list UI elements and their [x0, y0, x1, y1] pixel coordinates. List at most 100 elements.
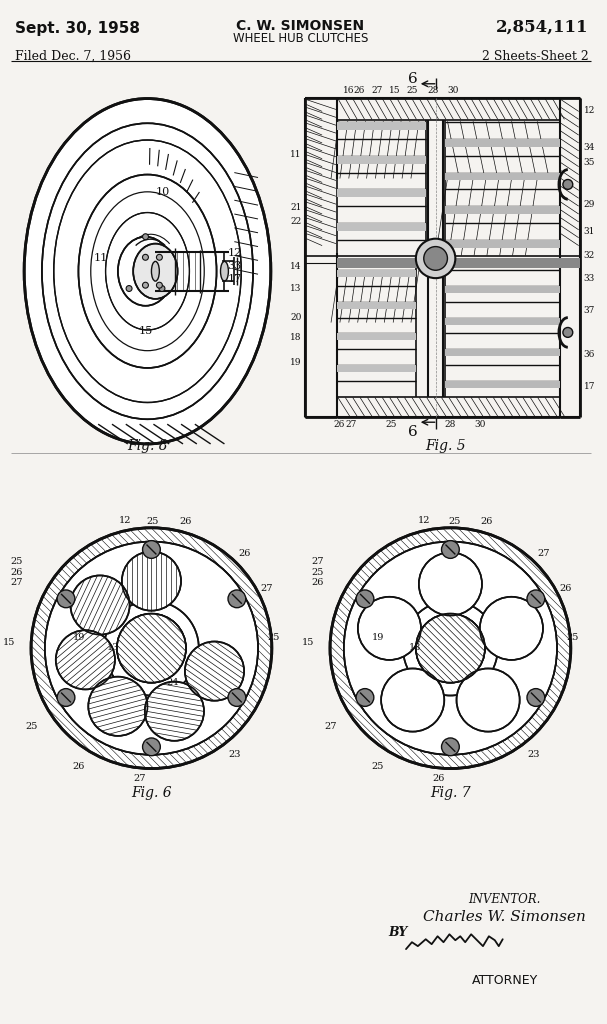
Circle shape — [381, 669, 444, 731]
Circle shape — [126, 286, 132, 292]
Circle shape — [563, 179, 573, 189]
Text: 10: 10 — [155, 187, 169, 198]
Text: 11: 11 — [290, 151, 302, 160]
Text: 2 Sheets-Sheet 2: 2 Sheets-Sheet 2 — [482, 50, 589, 63]
Text: 27: 27 — [371, 86, 383, 94]
Text: 13: 13 — [107, 643, 120, 652]
Text: C. W. SIMONSEN: C. W. SIMONSEN — [236, 18, 364, 33]
Circle shape — [45, 542, 258, 755]
Circle shape — [356, 590, 374, 607]
Circle shape — [122, 552, 181, 610]
Ellipse shape — [118, 237, 173, 306]
Text: 25: 25 — [449, 517, 461, 526]
Circle shape — [419, 553, 482, 615]
Text: 26: 26 — [179, 517, 191, 526]
Circle shape — [185, 641, 244, 700]
Circle shape — [416, 613, 485, 683]
Text: 26: 26 — [333, 420, 345, 429]
Text: 27: 27 — [134, 774, 146, 783]
Bar — [337, 270, 416, 278]
Circle shape — [88, 677, 148, 736]
Text: 19: 19 — [290, 357, 302, 367]
Bar — [446, 206, 560, 214]
Text: 11: 11 — [93, 254, 108, 263]
Text: 28: 28 — [445, 420, 456, 429]
Text: 22: 22 — [290, 217, 302, 226]
Ellipse shape — [151, 261, 159, 282]
Text: 17: 17 — [583, 382, 595, 391]
Text: 12: 12 — [418, 516, 431, 525]
Text: 12: 12 — [119, 516, 132, 525]
Text: 25: 25 — [567, 634, 579, 642]
Circle shape — [456, 669, 520, 731]
Text: 26: 26 — [353, 86, 364, 94]
Circle shape — [57, 590, 75, 607]
Circle shape — [403, 601, 498, 695]
Text: 27: 27 — [345, 420, 356, 429]
Text: 17: 17 — [228, 274, 242, 285]
Text: 18: 18 — [290, 333, 302, 342]
Circle shape — [143, 283, 149, 288]
Ellipse shape — [24, 98, 271, 444]
Circle shape — [143, 541, 160, 558]
Text: Fig. 5: Fig. 5 — [425, 439, 466, 453]
Text: 25: 25 — [25, 722, 38, 731]
Circle shape — [145, 682, 204, 740]
Text: 14: 14 — [290, 262, 302, 270]
Text: 13: 13 — [409, 643, 421, 652]
Text: 26: 26 — [480, 517, 492, 526]
Ellipse shape — [42, 123, 253, 419]
Text: Fig. 7: Fig. 7 — [430, 786, 470, 801]
Text: 37: 37 — [583, 306, 595, 315]
Text: 32: 32 — [583, 251, 595, 260]
Text: WHEEL HUB CLUTCHES: WHEEL HUB CLUTCHES — [232, 33, 368, 45]
Text: 25: 25 — [371, 762, 384, 771]
Bar — [446, 317, 560, 325]
Text: 35: 35 — [583, 159, 595, 167]
Text: 19: 19 — [72, 634, 85, 642]
Bar — [446, 381, 560, 388]
Ellipse shape — [220, 261, 228, 282]
Circle shape — [159, 286, 165, 292]
Circle shape — [70, 575, 130, 635]
Text: 33: 33 — [583, 273, 595, 283]
Circle shape — [104, 601, 199, 695]
Bar — [337, 258, 580, 268]
Text: 25: 25 — [146, 517, 159, 526]
Bar — [337, 302, 416, 309]
Ellipse shape — [78, 174, 217, 368]
Text: 15: 15 — [302, 638, 314, 647]
Ellipse shape — [133, 244, 178, 299]
Text: 2,854,111: 2,854,111 — [496, 18, 589, 36]
Text: 26: 26 — [433, 774, 445, 783]
Text: 21: 21 — [290, 203, 302, 212]
Bar — [446, 240, 560, 248]
Circle shape — [117, 613, 186, 683]
Text: 26: 26 — [72, 762, 85, 771]
Text: 25: 25 — [385, 420, 397, 429]
Text: 29: 29 — [583, 200, 595, 209]
Circle shape — [157, 254, 162, 260]
Circle shape — [344, 542, 557, 755]
Bar — [337, 365, 416, 372]
Text: 25: 25 — [406, 86, 418, 94]
Text: 20: 20 — [290, 313, 302, 323]
Circle shape — [143, 254, 149, 260]
Bar — [446, 286, 560, 293]
Text: Filed Dec. 7, 1956: Filed Dec. 7, 1956 — [15, 50, 131, 63]
Bar — [337, 156, 426, 164]
Ellipse shape — [106, 213, 189, 330]
Text: 28: 28 — [427, 86, 438, 94]
Circle shape — [157, 283, 162, 288]
Text: Fig. 8: Fig. 8 — [127, 439, 168, 453]
Circle shape — [143, 233, 149, 240]
Circle shape — [416, 613, 485, 683]
Ellipse shape — [54, 140, 241, 402]
Circle shape — [356, 688, 374, 707]
Bar — [446, 139, 560, 146]
Circle shape — [330, 527, 571, 769]
Text: 24: 24 — [166, 678, 178, 687]
Circle shape — [31, 527, 272, 769]
Circle shape — [358, 597, 421, 659]
Bar — [337, 223, 426, 230]
